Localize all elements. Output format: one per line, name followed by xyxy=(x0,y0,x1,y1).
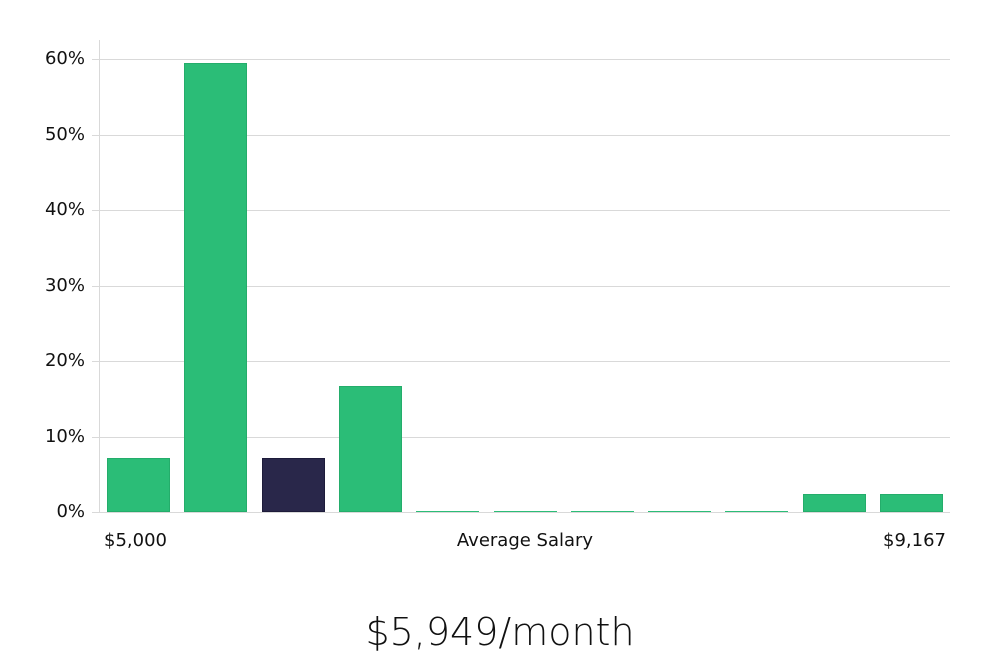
gridline xyxy=(92,285,950,287)
x-min-label: $5,000 xyxy=(104,530,167,551)
y-tick-label: 0% xyxy=(56,501,85,522)
average-salary-summary: $5,949/month xyxy=(365,610,635,654)
bar[interactable] xyxy=(725,510,789,512)
gridline xyxy=(92,210,950,211)
bar[interactable] xyxy=(493,510,557,512)
bar[interactable] xyxy=(802,493,866,512)
y-axis-line xyxy=(99,40,100,513)
x-max-label: $9,167 xyxy=(883,530,946,551)
gridline xyxy=(92,361,950,362)
bar[interactable] xyxy=(570,510,634,512)
bar[interactable] xyxy=(107,458,170,512)
y-tick-label: 10% xyxy=(44,425,85,447)
bar[interactable] xyxy=(648,510,712,512)
gridline xyxy=(92,134,950,136)
gridline xyxy=(92,59,950,60)
bar[interactable] xyxy=(880,493,943,512)
y-tick-label: 30% xyxy=(44,274,85,296)
x-axis-title: Average Salary xyxy=(456,530,594,551)
bar[interactable] xyxy=(416,510,480,512)
y-tick-label: 60% xyxy=(44,48,85,69)
y-tick-label: 40% xyxy=(44,199,85,220)
y-tick-label: 20% xyxy=(44,350,85,371)
bar[interactable] xyxy=(338,385,402,512)
bar[interactable] xyxy=(184,62,248,512)
gridline xyxy=(92,512,950,513)
bar-highlighted[interactable] xyxy=(261,458,325,512)
y-tick-label: 50% xyxy=(44,123,85,145)
gridline xyxy=(92,436,950,438)
